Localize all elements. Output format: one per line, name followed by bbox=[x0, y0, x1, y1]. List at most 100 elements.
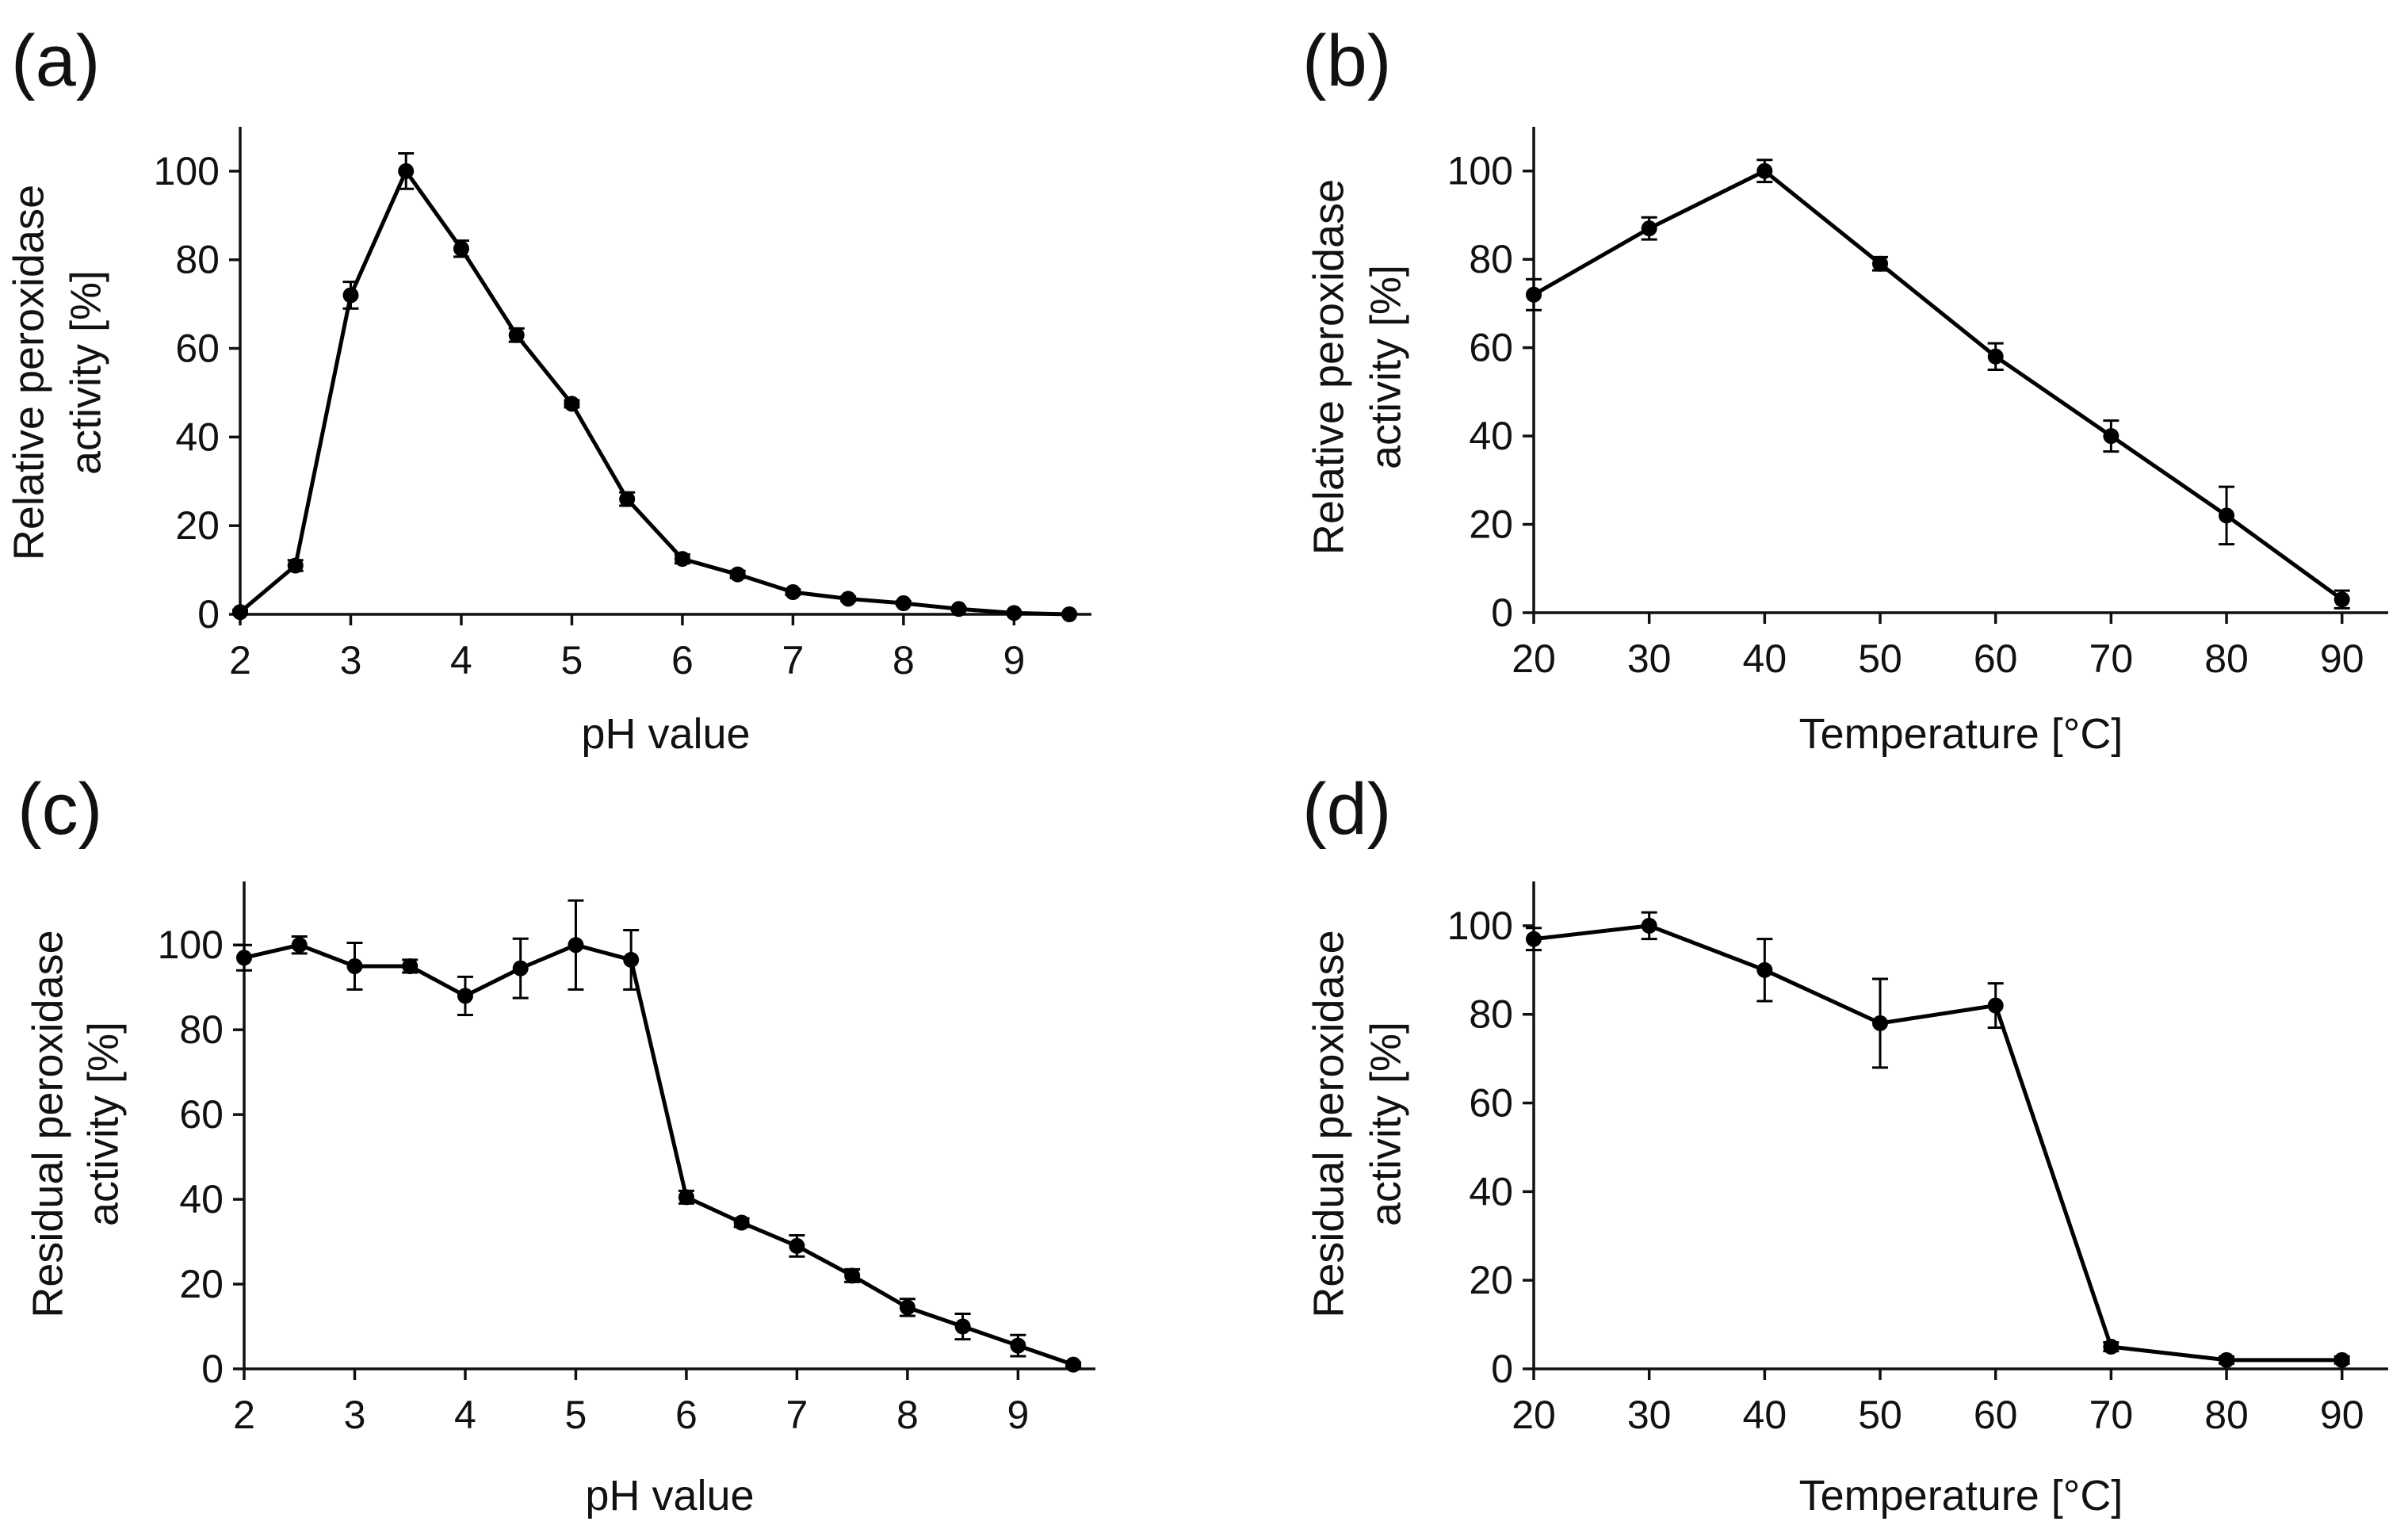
x-axis-title: pH value bbox=[581, 710, 750, 758]
series-line bbox=[1533, 923, 2342, 1363]
x-tick-label: 3 bbox=[344, 1393, 366, 1437]
y-tick-label: 0 bbox=[201, 1347, 224, 1391]
x-axis-title: Temperature [°C] bbox=[1799, 710, 2123, 758]
panel-label: (d) bbox=[1302, 769, 1391, 850]
y-axis-title: activity [%] bbox=[79, 1022, 127, 1226]
data-point bbox=[2333, 1351, 2350, 1368]
x-tick-label: 6 bbox=[675, 1393, 698, 1437]
y-axis-title: activity [%] bbox=[1362, 1022, 1409, 1226]
x-tick-label: 90 bbox=[2320, 636, 2364, 681]
y-tick-label: 100 bbox=[158, 923, 224, 967]
y-tick-label: 20 bbox=[1469, 1258, 1513, 1302]
x-tick-label: 30 bbox=[1627, 1393, 1672, 1437]
data-point bbox=[674, 551, 690, 568]
x-axis-title: Temperature [°C] bbox=[1799, 1472, 2123, 1519]
data-point bbox=[564, 396, 580, 412]
x-tick-label: 80 bbox=[2204, 1393, 2249, 1437]
x-tick-label: 9 bbox=[1007, 1393, 1029, 1437]
chart-panel-c: (c) 0 20 40 60 80 100 2 3 4 5 6 7 8 9 pH value Residual … bbox=[17, 769, 1095, 1519]
data-point bbox=[453, 240, 469, 257]
data-point bbox=[568, 937, 584, 954]
y-axis-title: Relative peroxidase bbox=[1305, 179, 1352, 555]
x-tick-label: 3 bbox=[340, 638, 362, 682]
y-tick-label: 20 bbox=[179, 1262, 224, 1306]
data-point bbox=[789, 1237, 805, 1254]
y-axis-title: activity [%] bbox=[62, 270, 109, 475]
data-point bbox=[457, 988, 473, 1004]
data-point bbox=[346, 958, 363, 974]
data-point bbox=[508, 327, 525, 343]
x-tick-label: 30 bbox=[1627, 636, 1672, 681]
y-tick-label: 80 bbox=[1469, 237, 1513, 281]
data-point bbox=[1641, 220, 1657, 237]
series-line bbox=[243, 942, 1074, 1367]
data-point bbox=[1526, 931, 1542, 947]
x-tick-label: 2 bbox=[229, 638, 251, 682]
x-tick-label: 7 bbox=[782, 638, 804, 682]
data-point bbox=[950, 601, 967, 617]
data-point bbox=[291, 937, 308, 954]
y-tick-label: 20 bbox=[175, 503, 220, 548]
data-point bbox=[623, 951, 640, 968]
y-tick-label: 0 bbox=[197, 592, 220, 636]
y-axis-title: activity [%] bbox=[1362, 265, 1409, 469]
y-tick-label: 80 bbox=[1469, 992, 1513, 1037]
data-point bbox=[2219, 507, 2235, 524]
data-point bbox=[232, 604, 248, 621]
y-tick-label: 40 bbox=[175, 415, 220, 459]
data-point bbox=[733, 1214, 750, 1231]
x-tick-label: 70 bbox=[2089, 1393, 2134, 1437]
data-point bbox=[1872, 255, 1889, 272]
data-point bbox=[1756, 961, 1773, 978]
y-tick-label: 100 bbox=[1447, 904, 1513, 948]
data-point bbox=[840, 591, 857, 607]
data-point bbox=[2333, 591, 2350, 608]
x-tick-label: 5 bbox=[561, 638, 583, 682]
panel-label: (c) bbox=[17, 769, 102, 850]
data-point bbox=[899, 1299, 915, 1316]
y-tick-label: 60 bbox=[175, 327, 220, 371]
y-axis-title: Residual peroxidase bbox=[24, 930, 71, 1317]
data-point bbox=[678, 1189, 694, 1206]
x-tick-label: 8 bbox=[896, 1393, 919, 1437]
y-tick-label: 80 bbox=[175, 238, 220, 282]
x-axis-title: pH value bbox=[585, 1472, 754, 1519]
data-point bbox=[1065, 1356, 1082, 1373]
y-axis-title: Relative peroxidase bbox=[5, 185, 52, 560]
x-tick-label: 6 bbox=[671, 638, 694, 682]
panel-label: (b) bbox=[1302, 21, 1391, 101]
x-tick-label: 80 bbox=[2204, 636, 2249, 681]
x-tick-label: 60 bbox=[1974, 636, 2018, 681]
panel-label: (a) bbox=[11, 21, 100, 101]
data-point bbox=[1006, 605, 1022, 621]
data-point bbox=[1061, 606, 1078, 622]
x-tick-label: 40 bbox=[1743, 1393, 1787, 1437]
data-point bbox=[2103, 1339, 2119, 1355]
y-tick-label: 60 bbox=[1469, 326, 1513, 370]
data-point bbox=[398, 162, 415, 179]
data-point bbox=[2219, 1351, 2235, 1368]
data-point bbox=[236, 950, 252, 966]
y-tick-label: 60 bbox=[179, 1092, 224, 1137]
series-line bbox=[1532, 169, 2344, 602]
y-tick-label: 20 bbox=[1469, 503, 1513, 547]
y-tick-label: 40 bbox=[1469, 414, 1513, 458]
x-tick-label: 60 bbox=[1974, 1393, 2018, 1437]
data-point bbox=[785, 584, 801, 601]
x-tick-label: 20 bbox=[1512, 1393, 1556, 1437]
y-tick-label: 40 bbox=[179, 1177, 224, 1221]
y-tick-label: 60 bbox=[1469, 1081, 1513, 1126]
x-tick-label: 90 bbox=[2320, 1393, 2364, 1437]
data-point bbox=[512, 960, 529, 977]
data-point bbox=[1641, 917, 1657, 934]
x-tick-label: 8 bbox=[892, 638, 915, 682]
chart-panel-a: (a) 0 20 40 60 80 100 2 3 4 5 6 7 8 9 pH value Relative … bbox=[5, 21, 1091, 758]
data-point bbox=[619, 491, 636, 507]
x-tick-label: 4 bbox=[454, 1393, 476, 1437]
data-point bbox=[1010, 1337, 1026, 1354]
x-tick-label: 9 bbox=[1003, 638, 1025, 682]
data-point bbox=[1756, 162, 1773, 179]
